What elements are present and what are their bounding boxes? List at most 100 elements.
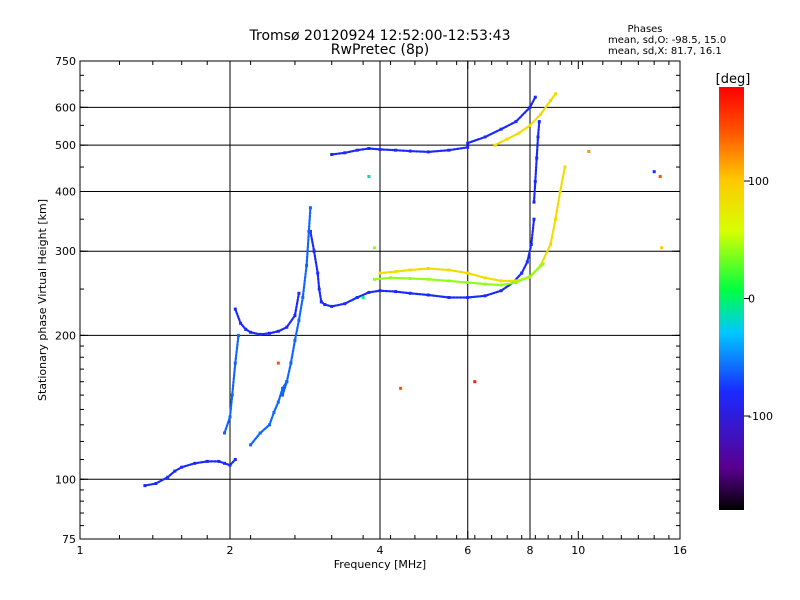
- echo-point: [233, 458, 237, 461]
- echo-point: [528, 105, 532, 109]
- y-tick-label: 600: [55, 101, 76, 114]
- echo-point: [343, 302, 347, 306]
- echo-point: [249, 443, 253, 447]
- isolated-echo-point: [658, 175, 662, 178]
- echo-point: [514, 279, 518, 283]
- isolated-echo-point: [652, 170, 656, 174]
- echo-point: [239, 321, 243, 325]
- echo-point: [285, 380, 289, 384]
- echo-point: [308, 206, 312, 210]
- colorbar: [719, 87, 744, 510]
- isolated-echo-point: [276, 361, 280, 365]
- echo-trace: [378, 165, 566, 282]
- echo-point: [483, 294, 487, 298]
- y-tick-label: 75: [62, 533, 76, 546]
- echo-point: [343, 151, 347, 155]
- echo-point: [228, 415, 232, 419]
- chart-title: Tromsø 20120924 12:52:00-12:53:43: [249, 28, 511, 44]
- isolated-echo-point: [399, 386, 403, 390]
- echo-point: [529, 242, 533, 246]
- data-points: [143, 92, 664, 488]
- echo-point: [408, 149, 412, 153]
- echo-point: [408, 277, 412, 280]
- echo-trace: [532, 120, 541, 204]
- echo-point: [483, 282, 487, 286]
- echo-point: [276, 400, 280, 404]
- echo-point: [378, 271, 382, 275]
- echo-point: [230, 393, 234, 397]
- echo-point: [233, 361, 237, 365]
- chart-subtitle: RwPretec (8p): [331, 42, 429, 58]
- isolated-echo-point: [587, 150, 591, 153]
- echo-trace: [493, 92, 557, 147]
- axis-ticks: 1 2 4 6 8 10 16 75 100 200 300 400 500 600 750: [55, 55, 687, 557]
- echo-point: [317, 287, 321, 291]
- echo-point: [528, 123, 532, 127]
- colorbar-ticks: 100 0 -100: [744, 175, 773, 423]
- echo-point: [330, 153, 334, 156]
- echo-point: [205, 459, 209, 463]
- echo-point: [532, 217, 536, 221]
- echo-point: [447, 296, 451, 299]
- echo-point: [378, 289, 382, 293]
- echo-point: [514, 120, 518, 124]
- echo-point: [426, 277, 430, 281]
- isolated-echo-point: [367, 175, 371, 178]
- echo-point: [554, 217, 557, 221]
- echo-point: [312, 249, 316, 253]
- echo-point: [237, 333, 240, 337]
- echo-point: [528, 274, 532, 278]
- echo-point: [554, 92, 557, 96]
- phases-heading: Phases: [627, 24, 662, 35]
- echo-point: [447, 268, 451, 272]
- echo-point: [323, 303, 327, 307]
- echo-point: [297, 318, 301, 322]
- echo-point: [367, 147, 371, 150]
- echo-trace: [330, 146, 469, 156]
- echo-point: [394, 270, 398, 274]
- echo-point: [281, 386, 285, 390]
- echo-point: [305, 264, 309, 267]
- echo-point: [466, 296, 470, 299]
- phases-x-mode: mean, sd,X: 81.7, 16.1: [608, 46, 722, 57]
- echo-point: [563, 165, 567, 169]
- isolated-echo-point: [473, 380, 477, 384]
- echo-point: [367, 290, 371, 294]
- colorbar-tick-label: 100: [748, 175, 769, 188]
- echo-point: [228, 463, 232, 467]
- echo-point: [193, 461, 197, 465]
- echo-point: [307, 229, 311, 233]
- echo-point: [426, 267, 430, 270]
- echo-trace: [309, 218, 536, 308]
- x-tick-label: 8: [527, 544, 534, 557]
- x-axis-label: Frequency [MHz]: [334, 558, 426, 571]
- echo-point: [493, 143, 497, 147]
- echo-point: [499, 127, 503, 131]
- echo-point: [293, 314, 297, 318]
- echo-point: [223, 431, 226, 435]
- x-tick-label: 16: [673, 544, 687, 557]
- echo-point: [533, 179, 537, 183]
- echo-point: [505, 137, 509, 141]
- x-tick-label: 2: [227, 544, 234, 557]
- echo-point: [249, 330, 253, 334]
- echo-trace: [373, 263, 545, 287]
- echo-point: [408, 268, 412, 272]
- echo-point: [483, 276, 487, 280]
- echo-point: [539, 112, 543, 116]
- echo-point: [281, 393, 285, 397]
- echo-point: [301, 296, 305, 299]
- echo-point: [143, 484, 147, 488]
- echo-point: [330, 304, 334, 308]
- phases-o-mode: mean, sd,O: -98.5, 15.0: [608, 35, 726, 46]
- echo-point: [258, 431, 262, 435]
- echo-point: [447, 279, 451, 283]
- echo-point: [389, 276, 393, 280]
- y-tick-label: 500: [55, 139, 76, 152]
- colorbar-tick-label: 0: [748, 293, 755, 306]
- colorbar-tick-label: -100: [748, 410, 773, 423]
- y-tick-label: 100: [55, 473, 76, 486]
- y-tick-label: 300: [55, 245, 76, 258]
- echo-point: [514, 281, 518, 284]
